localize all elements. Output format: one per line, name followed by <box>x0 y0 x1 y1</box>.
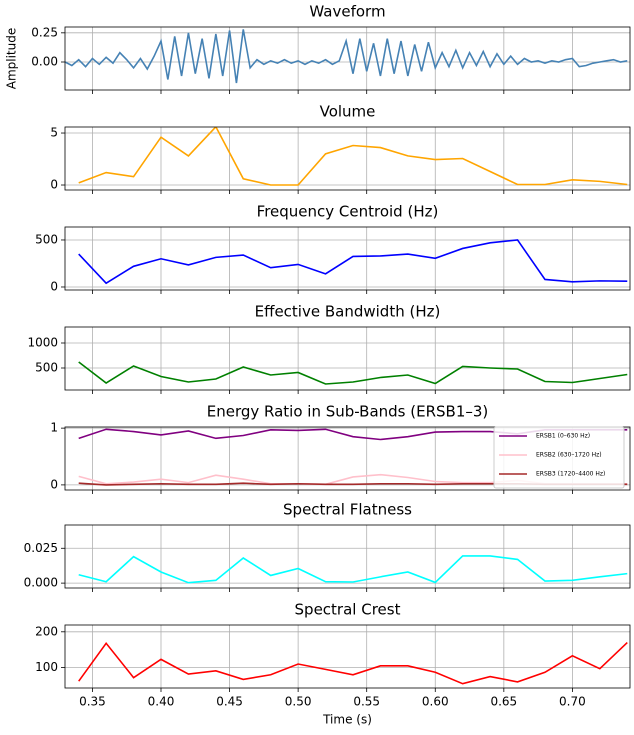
data-line <box>78 127 628 186</box>
axes-frame <box>64 624 631 689</box>
y-tick-label: 0 <box>50 178 58 192</box>
axes-frame <box>64 426 631 491</box>
y-tick-label: 0 <box>50 279 58 293</box>
legend-label: ERSB3 (1720–4400 Hz) <box>536 471 605 478</box>
y-tick-label: 0.025 <box>24 541 58 555</box>
x-tick-label: 0.65 <box>490 695 517 709</box>
axes-frame <box>64 326 631 391</box>
y-tick-label: 5 <box>50 126 58 140</box>
panel-title: Spectral Flatness <box>283 501 412 519</box>
y-tick-label: 1000 <box>27 336 58 350</box>
x-tick-label: 0.60 <box>422 695 449 709</box>
x-tick-label: 0.55 <box>353 695 380 709</box>
axes-frame <box>64 126 631 191</box>
x-tick-label: 0.70 <box>559 695 586 709</box>
data-line <box>78 361 628 385</box>
x-axis-label: Time (s) <box>322 713 372 727</box>
panel-title: Waveform <box>309 3 385 21</box>
y-tick-label: 0 <box>50 477 58 491</box>
axes-frame <box>64 524 631 589</box>
data-line <box>78 239 628 285</box>
x-tick-label: 0.35 <box>79 695 106 709</box>
y-axis-label: Amplitude <box>5 28 19 90</box>
panel-title: Spectral Crest <box>295 601 401 619</box>
panel-title: Effective Bandwidth (Hz) <box>255 303 441 321</box>
legend-box <box>493 426 625 489</box>
data-line <box>65 29 628 84</box>
y-tick-label: 100 <box>35 660 58 674</box>
y-tick-label: 200 <box>35 624 58 638</box>
x-tick-label: 0.45 <box>216 695 243 709</box>
panel-title: Energy Ratio in Sub-Bands (ERSB1–3) <box>207 403 489 421</box>
axes-frame <box>64 26 631 91</box>
panel-title: Frequency Centroid (Hz) <box>257 203 439 221</box>
y-tick-label: 0.000 <box>24 576 58 590</box>
x-tick-label: 0.50 <box>285 695 312 709</box>
y-tick-label: 500 <box>35 232 58 246</box>
y-tick-label: 1 <box>50 421 58 435</box>
panel-title: Volume <box>320 103 376 121</box>
axes-frame <box>64 226 631 291</box>
legend-label: ERSB1 (0–630 Hz) <box>536 433 590 440</box>
x-tick-label: 0.40 <box>148 695 175 709</box>
legend-label: ERSB2 (630–1720 Hz) <box>536 452 602 459</box>
y-tick-label: 500 <box>35 361 58 375</box>
data-line <box>78 641 628 685</box>
y-tick-label: 0.00 <box>31 55 58 69</box>
y-tick-label: 0.25 <box>31 25 58 39</box>
data-line <box>78 555 628 584</box>
